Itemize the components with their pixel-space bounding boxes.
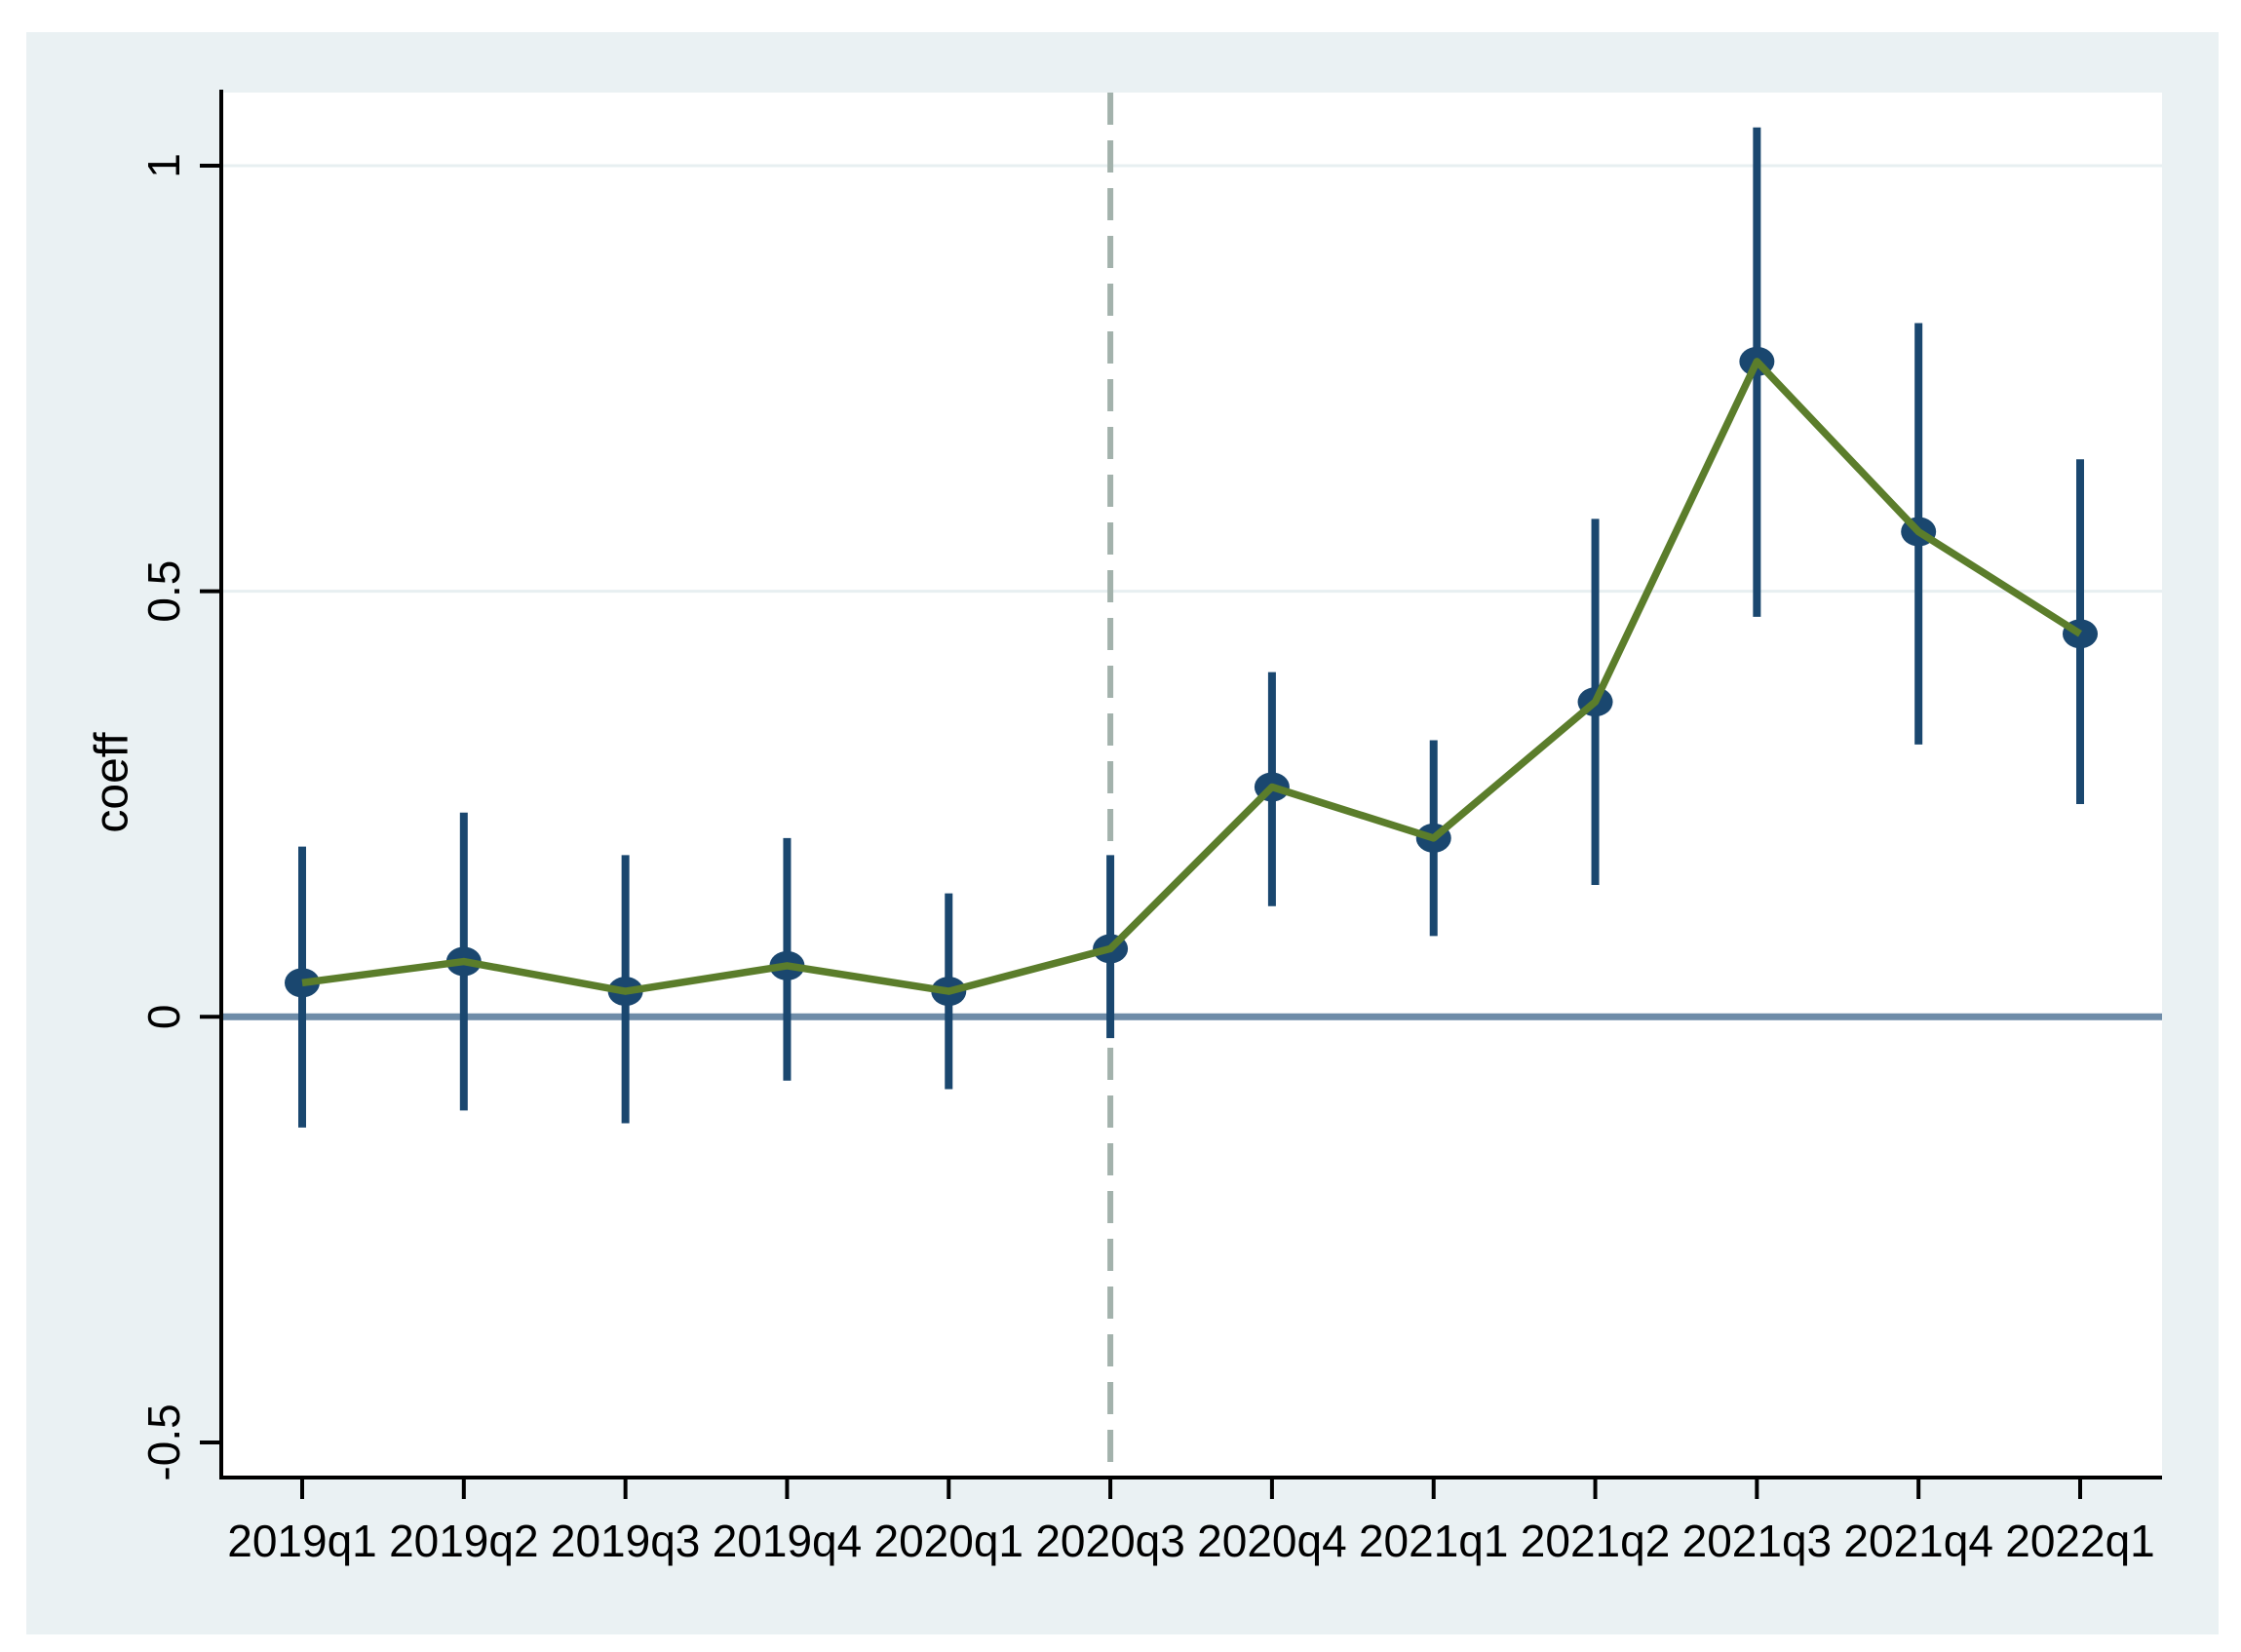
- x-tick-label: 2020q1: [874, 1516, 1024, 1566]
- x-tick-label: 2019q2: [389, 1516, 539, 1566]
- y-tick-label: 0.5: [138, 560, 189, 623]
- ticks-group: [200, 164, 2082, 1499]
- x-tick-label: 2019q3: [551, 1516, 701, 1566]
- x-tick-label: 2019q4: [713, 1516, 863, 1566]
- y-tick-labels-group: -0.5 0 0.5 1: [138, 153, 189, 1480]
- y-tick-label: 1: [138, 153, 189, 178]
- y-tick-label: 0: [138, 1005, 189, 1030]
- y-axis-title: coeff: [87, 732, 138, 833]
- x-tick-label: 2020q3: [1035, 1516, 1185, 1566]
- reference-lines-group: [221, 93, 2162, 1478]
- x-tick-label: 2022q1: [2005, 1516, 2155, 1566]
- y-tick-label: -0.5: [138, 1403, 189, 1480]
- x-tick-label: 2019q1: [227, 1516, 377, 1566]
- x-tick-label: 2021q4: [1843, 1516, 1993, 1566]
- x-tick-labels-group: 2019q1 2019q2 2019q3 2019q4 2020q1 2020q3 2020…: [227, 1516, 2155, 1566]
- x-tick-label: 2020q4: [1197, 1516, 1347, 1566]
- axes-group: [219, 90, 2162, 1479]
- plot-area: [221, 93, 2162, 1478]
- gridlines-group: [221, 164, 2162, 594]
- x-tick-label: 2021q3: [1682, 1516, 1833, 1566]
- series-line-group: [301, 358, 2083, 995]
- x-tick-label: 2021q2: [1521, 1516, 1671, 1566]
- x-tick-label: 2021q1: [1359, 1516, 1509, 1566]
- series-line: [301, 358, 2083, 995]
